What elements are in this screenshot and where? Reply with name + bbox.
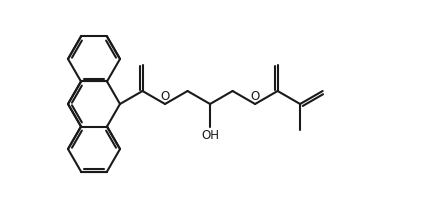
- Text: OH: OH: [201, 129, 219, 142]
- Text: O: O: [251, 89, 260, 103]
- Text: O: O: [160, 89, 170, 103]
